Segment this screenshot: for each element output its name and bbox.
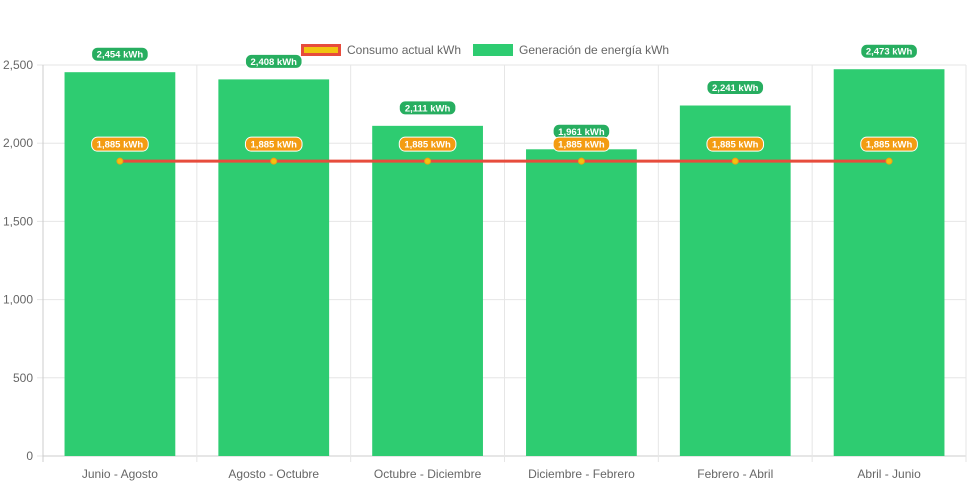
legend-swatch-generacion <box>473 44 513 56</box>
line-data-label: 1,885 kWh <box>706 136 765 152</box>
y-tick-label: 2,500 <box>3 58 33 72</box>
bar-data-label: 2,473 kWh <box>860 43 918 59</box>
line-data-label-bg <box>91 136 149 152</box>
bar-data-label-bg <box>398 100 457 116</box>
line-data-label: 1,885 kWh <box>244 136 303 152</box>
line-data-label-bg <box>552 136 611 152</box>
x-tick-label: Junio - Agosto <box>82 467 158 481</box>
y-tick-label: 2,000 <box>3 136 33 150</box>
bar-data-label-text: 2,241 kWh <box>712 83 759 94</box>
legend-item-generacion[interactable]: Generación de energía kWh <box>473 40 669 60</box>
bar-data-label-bg <box>706 80 765 96</box>
bar-series <box>64 69 945 457</box>
legend-swatch-consumo <box>301 44 341 56</box>
legend-label-consumo: Consumo actual kWh <box>347 43 462 57</box>
line-data-label-text: 1,885 kWh <box>404 140 451 151</box>
line-series <box>116 157 893 165</box>
line-data-label-bg <box>244 136 303 152</box>
line-data-label: 1,885 kWh <box>552 136 611 152</box>
bar <box>833 69 945 456</box>
x-tick-label: Agosto - Octubre <box>228 467 319 481</box>
bar-data-label-text: 2,473 kWh <box>866 47 913 58</box>
line-data-label-text: 1,885 kWh <box>866 140 913 151</box>
bar-data-label-bg <box>860 43 918 59</box>
bar-data-label: 1,961 kWh <box>552 123 611 139</box>
bar-data-label: 2,454 kWh <box>91 46 149 62</box>
bar-data-label-bg <box>244 53 303 69</box>
line-point <box>116 157 124 165</box>
line-data-label-text: 1,885 kWh <box>712 140 759 151</box>
line-data-label-bg <box>860 136 918 152</box>
line-point <box>731 157 739 165</box>
line-data-label: 1,885 kWh <box>91 136 149 152</box>
bar-data-label-text: 1,961 kWh <box>558 127 605 138</box>
bar <box>526 149 637 456</box>
line-point <box>885 157 893 165</box>
x-tick-label: Abril - Junio <box>857 467 921 481</box>
y-tick-label: 1,500 <box>3 214 33 228</box>
chart-legend: Consumo actual kWh Generación de energía… <box>0 40 971 60</box>
line-data-label-text: 1,885 kWh <box>251 140 298 151</box>
bar-data-label-text: 2,408 kWh <box>251 57 298 68</box>
bar-data-label-bg <box>91 46 149 62</box>
bar-data-label: 2,241 kWh <box>706 80 765 96</box>
bar <box>64 72 176 456</box>
line-data-label: 1,885 kWh <box>860 136 918 152</box>
bar-data-label-text: 2,454 kWh <box>97 50 144 61</box>
x-tick-label: Febrero - Abril <box>697 467 773 481</box>
legend-item-consumo[interactable]: Consumo actual kWh <box>301 40 461 60</box>
line-data-label-bg <box>706 136 765 152</box>
bar-data-label: 2,111 kWh <box>398 100 457 116</box>
y-tick-label: 1,000 <box>3 293 33 307</box>
bar-data-label: 2,408 kWh <box>244 53 303 69</box>
x-tick-label: Diciembre - Febrero <box>528 467 635 481</box>
line-data-label-text: 1,885 kWh <box>558 140 605 151</box>
y-tick-label: 500 <box>13 371 33 385</box>
grid-lines <box>37 64 967 462</box>
bar <box>372 125 483 456</box>
line-point <box>424 157 432 165</box>
bar <box>218 79 330 457</box>
line-data-label-text: 1,885 kWh <box>97 140 144 151</box>
x-tick-label: Octubre - Diciembre <box>374 467 482 481</box>
legend-label-generacion: Generación de energía kWh <box>519 43 670 57</box>
line-point <box>577 157 585 165</box>
line-data-label: 1,885 kWh <box>398 136 457 152</box>
bar-data-label-text: 2,111 kWh <box>405 103 451 114</box>
line-point <box>270 157 278 165</box>
y-tick-label: 0 <box>26 449 33 463</box>
line-data-label-bg <box>398 136 457 152</box>
